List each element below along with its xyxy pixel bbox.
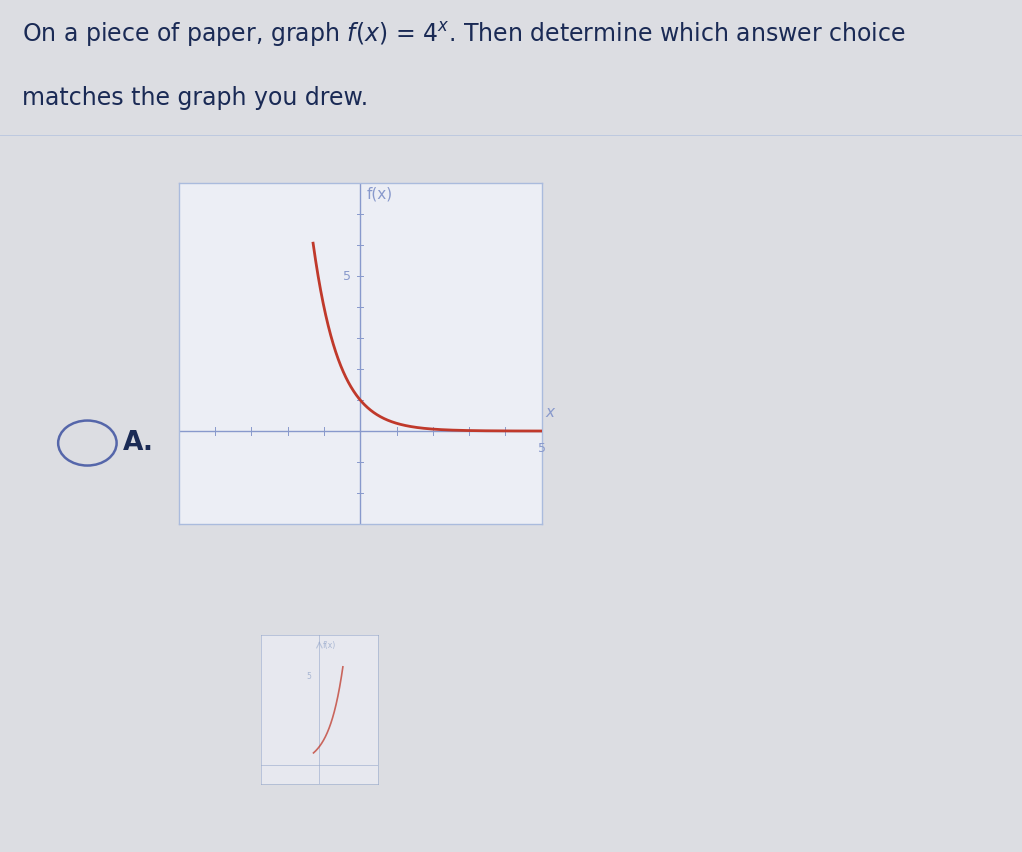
Text: On a piece of paper, graph $f(x)$ = 4$^x$. Then determine which answer choice: On a piece of paper, graph $f(x)$ = 4$^x… xyxy=(22,20,907,49)
Text: A.: A. xyxy=(124,430,154,456)
Text: 5: 5 xyxy=(307,672,312,682)
Text: x: x xyxy=(546,406,554,420)
Text: 5: 5 xyxy=(343,269,352,283)
Text: matches the graph you drew.: matches the graph you drew. xyxy=(22,86,369,110)
Text: f(x): f(x) xyxy=(322,641,335,650)
Text: f(x): f(x) xyxy=(367,187,392,201)
Text: 5: 5 xyxy=(538,442,546,455)
